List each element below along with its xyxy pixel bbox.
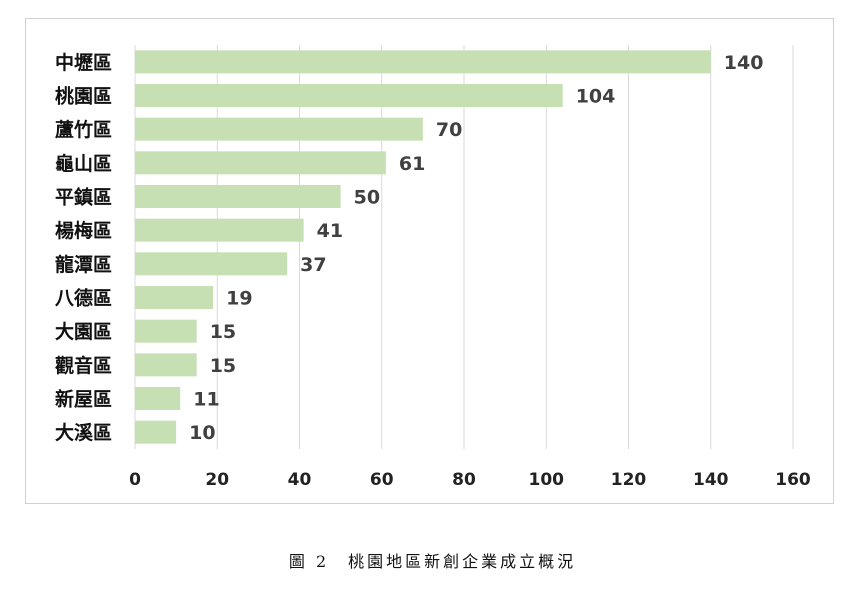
category-label: 蘆竹區 [55, 118, 112, 141]
bar [135, 319, 197, 343]
category-label: 楊梅區 [55, 219, 112, 242]
category-label: 龜山區 [55, 152, 112, 175]
data-label: 140 [724, 52, 764, 74]
bar [135, 252, 288, 276]
bar [135, 185, 341, 208]
data-label: 11 [193, 389, 219, 411]
category-label: 龍潭區 [55, 253, 112, 276]
figure-caption: 圖 2 桃園地區新創企業成立概況 [288, 552, 577, 571]
x-tick-label: 60 [370, 470, 394, 490]
bar [135, 50, 711, 74]
bar [135, 151, 386, 175]
x-tick-label: 120 [611, 470, 647, 490]
x-tick-label: 160 [775, 470, 811, 490]
chart-frame: 0 20 40 60 80 100 120 140 160 中壢區 140 桃園區 104 蘆竹區 70 龜山… [25, 18, 834, 504]
category-label: 大溪區 [55, 421, 112, 444]
data-label: 104 [576, 86, 616, 108]
bar [135, 84, 563, 107]
category-label: 新屋區 [55, 388, 112, 411]
x-tick-label: 140 [693, 470, 729, 490]
bar [135, 387, 181, 410]
data-label: 50 [354, 187, 380, 209]
bar [135, 117, 423, 141]
category-label: 中壢區 [55, 51, 112, 74]
bar [135, 218, 304, 242]
bar [135, 286, 214, 309]
category-label: 桃園區 [55, 85, 112, 108]
data-label: 41 [317, 220, 343, 242]
bar [135, 353, 197, 377]
data-label: 61 [399, 153, 425, 175]
x-tick-label: 40 [288, 470, 312, 490]
data-label: 37 [300, 254, 326, 276]
bar-chart: 0 20 40 60 80 100 120 140 160 中壢區 140 桃園區 104 蘆竹區 70 龜山… [55, 45, 811, 490]
x-tick-label: 20 [205, 470, 229, 490]
category-label: 觀音區 [55, 354, 112, 377]
data-label: 19 [226, 288, 252, 310]
data-label: 10 [189, 422, 215, 444]
category-label: 平鎮區 [55, 186, 112, 209]
category-label: 八德區 [55, 287, 112, 310]
x-tick-label: 80 [452, 470, 476, 490]
data-label: 15 [210, 321, 236, 343]
x-tick-label: 0 [129, 470, 141, 490]
bar [135, 420, 177, 444]
data-label: 15 [210, 355, 236, 377]
x-tick-label: 100 [529, 470, 565, 490]
data-label: 70 [436, 119, 462, 141]
category-label: 大園區 [55, 320, 112, 343]
